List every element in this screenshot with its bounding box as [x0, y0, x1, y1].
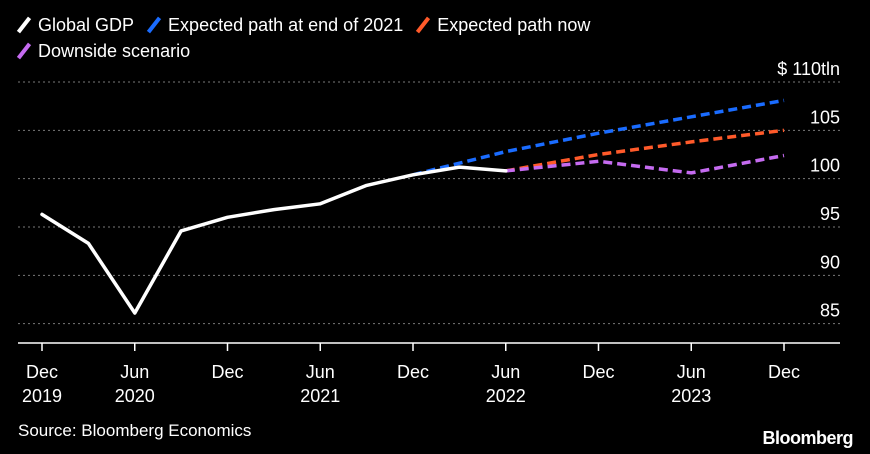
x-tick-label-2: Dec: [211, 362, 243, 382]
x-tick-year-1: 2020: [115, 386, 155, 406]
x-tick-label-1: Jun: [120, 362, 149, 382]
x-tick-label-5: Jun: [491, 362, 520, 382]
x-tick-label-4: Dec: [397, 362, 429, 382]
y-tick-label-90: 90: [820, 252, 840, 272]
legend-item-expected-2021: Expected path at end of 2021: [146, 14, 404, 36]
legend-item-expected-now: Expected path now: [416, 14, 591, 36]
series-line-downside-scenario: [505, 153, 785, 175]
x-tick-label-6: Dec: [582, 362, 614, 382]
x-tick-label-0: Dec: [26, 362, 58, 382]
y-tick-label-100: 100: [810, 156, 840, 176]
legend-label-expected-2021: Expected path at end of 2021: [168, 14, 404, 35]
legend-label-expected-now: Expected path now: [437, 14, 591, 35]
y-gridlines: [18, 81, 840, 325]
series-line-expected-path-now: [505, 128, 785, 173]
legend-label-downside: Downside scenario: [38, 40, 191, 61]
source-note: Source: Bloomberg Economics: [18, 421, 252, 440]
x-axis: Dec 2019 Jun 2020 Dec Jun 2021 Dec Jun 2022 Dec Jun…: [18, 342, 840, 406]
x-tick-year-5: 2022: [486, 386, 526, 406]
legend-item-downside: Downside scenario: [16, 40, 191, 62]
x-tick-label-8: Dec: [768, 362, 800, 382]
y-tick-label-105: 105: [810, 107, 840, 127]
series-line-global-gdp: [40, 165, 508, 315]
bloomberg-logo: Bloomberg: [762, 428, 853, 448]
series-line-expected-path-at-end-of-2021: [412, 98, 785, 177]
x-tick-label-7: Jun: [677, 362, 706, 382]
x-tick-year-7: 2023: [671, 386, 711, 406]
x-tick-label-3: Jun: [306, 362, 335, 382]
y-tick-label-110: $ 110tln: [777, 59, 840, 79]
legend-row-2: Downside scenario: [16, 38, 718, 64]
y-tick-label-85: 85: [820, 301, 840, 321]
chart-legend: Global GDP Expected path at end of 2021 …: [16, 12, 718, 64]
legend-item-global-gdp: Global GDP: [16, 14, 135, 36]
legend-row-1: Global GDP Expected path at end of 2021 …: [16, 12, 718, 38]
legend-label-global-gdp: Global GDP: [38, 14, 135, 35]
chart-series: [40, 98, 785, 315]
y-tick-label-95: 95: [820, 204, 840, 224]
y-axis-labels: 85 90 95 100 105 $ 110tln: [777, 59, 840, 321]
x-tick-year-0: 2019: [22, 386, 62, 406]
x-tick-year-3: 2021: [300, 386, 340, 406]
